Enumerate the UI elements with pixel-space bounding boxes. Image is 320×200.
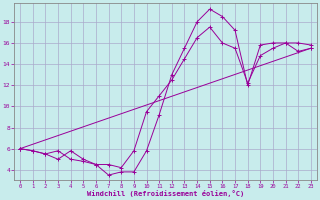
X-axis label: Windchill (Refroidissement éolien,°C): Windchill (Refroidissement éolien,°C)	[87, 190, 244, 197]
